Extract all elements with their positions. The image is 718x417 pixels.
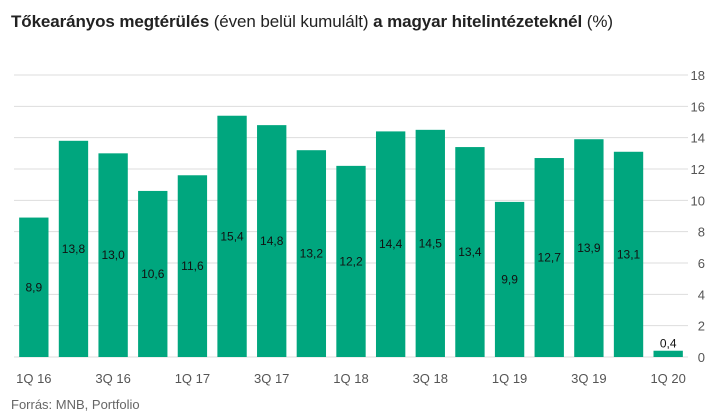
bar (574, 139, 604, 357)
y-tick-label: 6 (698, 256, 705, 271)
x-tick-label: 1Q 18 (333, 371, 368, 386)
x-tick-label: 1Q 16 (16, 371, 51, 386)
y-tick-label: 16 (691, 99, 705, 114)
x-tick-label: 1Q 17 (175, 371, 210, 386)
bar (415, 129, 445, 357)
bar (336, 165, 366, 357)
data-label: 11,6 (181, 259, 204, 273)
bar (296, 150, 327, 357)
title-part-3: a magyar hitelintézeteknél (373, 12, 583, 31)
data-label: 12,7 (538, 251, 562, 265)
bar (217, 115, 247, 357)
y-tick-label: 0 (698, 350, 705, 365)
y-tick-label: 10 (691, 193, 705, 208)
data-label: 14,4 (379, 237, 403, 251)
y-tick-label: 14 (691, 131, 705, 146)
chart-title: Tőkearányos megtérülés (éven belül kumul… (11, 12, 613, 32)
bar (534, 158, 564, 357)
title-part-1: Tőkearányos megtérülés (11, 12, 210, 31)
data-label: 0,4 (660, 337, 677, 351)
data-labels: 8,9 13,8 13,0 10,6 11,6 15,4 14,8 13,2 12,2 14,4 1… (25, 229, 676, 350)
bar (138, 190, 168, 357)
x-tick-label: 1Q 20 (650, 371, 685, 386)
data-label: 9,9 (501, 272, 518, 286)
y-tick-label: 8 (698, 225, 705, 240)
data-label: 13,9 (577, 241, 601, 255)
bar (375, 131, 406, 357)
bar (494, 201, 525, 357)
data-label: 13,2 (300, 247, 324, 261)
bar (257, 125, 287, 357)
source-note: Forrás: MNB, Portfolio (11, 397, 140, 412)
title-part-2: (éven belül kumulált) (209, 12, 374, 31)
bar (653, 350, 683, 357)
data-label: 8,9 (25, 280, 42, 294)
bar (613, 151, 644, 357)
data-label: 12,2 (339, 254, 363, 268)
data-label: 10,6 (141, 267, 165, 281)
bar (58, 140, 89, 357)
data-label: 14,8 (260, 234, 284, 248)
x-tick-label: 3Q 19 (571, 371, 606, 386)
x-axis-ticks: 1Q 16 3Q 16 1Q 17 3Q 17 1Q 18 3Q 18 1Q 19 3Q 19… (16, 371, 686, 386)
x-tick-label: 1Q 19 (492, 371, 527, 386)
data-label: 14,5 (419, 236, 443, 250)
y-tick-label: 12 (691, 162, 705, 177)
bar (177, 175, 208, 357)
y-axis-ticks: 0 2 4 6 8 10 12 14 16 18 (691, 68, 705, 365)
data-label: 13,8 (62, 242, 86, 256)
data-label: 13,1 (617, 247, 641, 261)
data-label: 15,4 (220, 229, 244, 243)
data-label: 13,4 (458, 245, 482, 259)
x-tick-label: 3Q 16 (95, 371, 130, 386)
x-tick-label: 3Q 17 (254, 371, 289, 386)
y-tick-label: 18 (691, 68, 705, 83)
x-tick-label: 3Q 18 (413, 371, 448, 386)
bar (19, 217, 49, 357)
y-tick-label: 2 (698, 319, 705, 334)
bar (98, 153, 128, 357)
y-tick-label: 4 (698, 287, 705, 302)
title-part-4: (%) (582, 12, 613, 31)
data-label: 13,0 (101, 248, 125, 262)
bars (19, 115, 683, 357)
bar (455, 147, 485, 357)
